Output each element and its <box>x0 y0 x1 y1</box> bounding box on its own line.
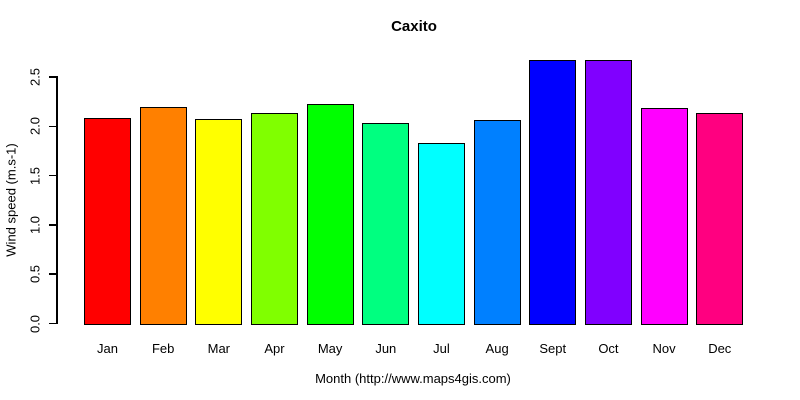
y-tick-label-1.5: 1.5 <box>27 166 43 185</box>
bar-may <box>306 103 354 325</box>
y-tick-label-2.0: 2.0 <box>27 117 43 136</box>
bar-feb <box>139 106 187 325</box>
bar-jun <box>362 123 410 325</box>
x-axis-label: Month (http://www.maps4gis.com) <box>315 371 511 386</box>
x-tick-label-feb: Feb <box>151 341 175 356</box>
bar-apr <box>250 112 298 325</box>
bar-aug <box>473 120 521 325</box>
y-tick-mark-1.0 <box>49 224 56 226</box>
bar-jan <box>84 118 131 325</box>
y-tick-mark-1.5 <box>49 174 56 177</box>
y-tick-mark-0.5 <box>49 273 56 275</box>
y-tick-mark-2.0 <box>49 125 56 128</box>
bar-dec <box>696 112 744 325</box>
x-tick-label-nov: Nov <box>652 341 676 356</box>
bar-nov <box>640 107 688 325</box>
x-tick-label-apr: Apr <box>264 341 285 356</box>
bar-mar <box>195 119 243 325</box>
x-tick-label-jun: Jun <box>375 341 397 356</box>
y-tick-mark-0.0 <box>49 322 56 325</box>
bar-jul <box>417 143 465 325</box>
x-tick-label-sept: Sept <box>539 341 567 356</box>
y-tick-label-2.5: 2.5 <box>27 68 43 87</box>
bar-oct <box>584 60 632 325</box>
y-axis-line <box>56 76 58 324</box>
x-tick-label-oct: Oct <box>598 341 619 356</box>
y-tick-label-1.0: 1.0 <box>27 215 43 234</box>
x-tick-label-aug: Aug <box>485 341 509 356</box>
x-tick-label-dec: Dec <box>708 341 732 356</box>
y-tick-label-0.0: 0.0 <box>27 314 43 333</box>
x-tick-label-jul: Jul <box>433 341 450 356</box>
bar-sept <box>529 60 577 325</box>
x-tick-label-mar: Mar <box>207 341 231 356</box>
y-tick-label-0.5: 0.5 <box>27 265 43 284</box>
x-tick-label-may: May <box>317 341 343 356</box>
y-axis-label: Wind speed (m.s-1) <box>3 143 19 257</box>
y-tick-mark-2.5 <box>49 76 56 78</box>
x-tick-label-jan: Jan <box>97 341 118 356</box>
chart-title: Caxito <box>391 18 437 35</box>
